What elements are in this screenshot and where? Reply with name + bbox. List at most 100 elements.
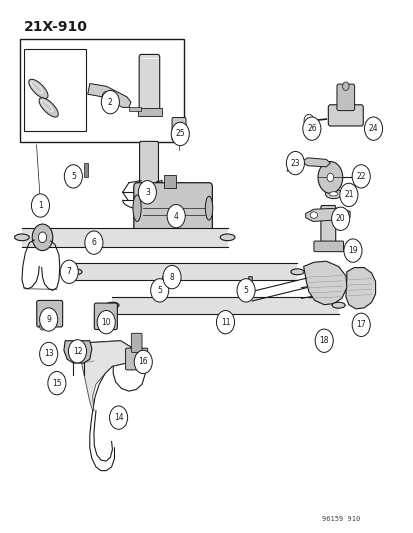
Polygon shape xyxy=(301,158,330,167)
Ellipse shape xyxy=(29,79,48,99)
Circle shape xyxy=(102,312,109,320)
Bar xyxy=(161,276,166,292)
Polygon shape xyxy=(64,341,92,363)
Text: 8: 8 xyxy=(169,272,174,281)
Circle shape xyxy=(102,92,110,102)
Text: 24: 24 xyxy=(368,124,377,133)
Circle shape xyxy=(342,82,348,91)
Text: 96159 910: 96159 910 xyxy=(321,516,360,522)
Text: 9: 9 xyxy=(46,315,51,324)
Polygon shape xyxy=(305,208,349,221)
Circle shape xyxy=(343,239,361,262)
Text: 5: 5 xyxy=(71,172,76,181)
Circle shape xyxy=(314,329,332,352)
Text: 14: 14 xyxy=(114,413,123,422)
Circle shape xyxy=(64,165,82,188)
Circle shape xyxy=(317,161,342,193)
Circle shape xyxy=(303,114,313,127)
Text: 12: 12 xyxy=(73,347,82,356)
FancyBboxPatch shape xyxy=(131,333,142,352)
Text: 5: 5 xyxy=(157,286,162,295)
FancyBboxPatch shape xyxy=(313,241,343,252)
Ellipse shape xyxy=(69,269,82,275)
Ellipse shape xyxy=(14,234,29,241)
Circle shape xyxy=(32,224,53,251)
Bar xyxy=(83,163,88,177)
Text: 23: 23 xyxy=(290,159,299,167)
FancyBboxPatch shape xyxy=(320,206,335,247)
Text: 20: 20 xyxy=(335,214,344,223)
Ellipse shape xyxy=(106,302,119,308)
Circle shape xyxy=(46,310,53,318)
Ellipse shape xyxy=(336,212,344,218)
Circle shape xyxy=(38,232,47,243)
FancyBboxPatch shape xyxy=(328,105,362,126)
Circle shape xyxy=(326,173,333,182)
Text: 3: 3 xyxy=(145,188,150,197)
Circle shape xyxy=(237,279,254,302)
Circle shape xyxy=(302,117,320,140)
Circle shape xyxy=(109,406,127,429)
FancyBboxPatch shape xyxy=(94,303,117,329)
Circle shape xyxy=(351,165,369,188)
Circle shape xyxy=(134,350,152,374)
Circle shape xyxy=(363,117,382,140)
Circle shape xyxy=(45,357,51,365)
Ellipse shape xyxy=(39,98,58,117)
Text: 5: 5 xyxy=(243,286,248,295)
Circle shape xyxy=(339,183,357,207)
Ellipse shape xyxy=(205,196,212,220)
Text: 2: 2 xyxy=(108,98,112,107)
Circle shape xyxy=(286,151,304,175)
Polygon shape xyxy=(345,268,375,309)
Polygon shape xyxy=(52,375,60,386)
Circle shape xyxy=(101,91,119,114)
Polygon shape xyxy=(112,297,338,314)
Text: 15: 15 xyxy=(52,378,62,387)
Ellipse shape xyxy=(220,234,235,241)
Polygon shape xyxy=(75,263,297,280)
Circle shape xyxy=(167,205,185,228)
FancyBboxPatch shape xyxy=(172,117,185,141)
Circle shape xyxy=(171,122,189,146)
Text: 17: 17 xyxy=(356,320,365,329)
Bar xyxy=(20,38,184,142)
Polygon shape xyxy=(43,345,52,359)
Bar xyxy=(24,49,85,131)
Polygon shape xyxy=(88,84,131,108)
Text: 16: 16 xyxy=(138,358,148,367)
Circle shape xyxy=(351,313,369,336)
Text: 26: 26 xyxy=(306,124,316,133)
Circle shape xyxy=(40,342,57,366)
Polygon shape xyxy=(22,228,227,247)
Text: 19: 19 xyxy=(347,246,357,255)
Text: 21: 21 xyxy=(343,190,353,199)
Circle shape xyxy=(40,322,45,330)
Ellipse shape xyxy=(133,195,141,221)
Ellipse shape xyxy=(329,192,337,196)
Text: 1: 1 xyxy=(38,201,43,210)
Circle shape xyxy=(150,279,169,302)
Text: 11: 11 xyxy=(220,318,230,327)
Circle shape xyxy=(163,265,180,289)
FancyBboxPatch shape xyxy=(336,84,354,111)
Text: 7: 7 xyxy=(66,268,71,276)
Text: 4: 4 xyxy=(173,212,178,221)
Bar xyxy=(247,276,252,292)
FancyBboxPatch shape xyxy=(133,183,212,233)
Ellipse shape xyxy=(325,189,341,199)
Circle shape xyxy=(109,98,115,105)
Circle shape xyxy=(40,308,57,331)
Text: 25: 25 xyxy=(175,130,185,139)
Circle shape xyxy=(138,181,156,204)
Polygon shape xyxy=(303,261,346,305)
Ellipse shape xyxy=(309,212,317,218)
Circle shape xyxy=(216,311,234,334)
Circle shape xyxy=(68,340,86,363)
Circle shape xyxy=(331,207,349,230)
Text: 13: 13 xyxy=(44,350,53,359)
FancyBboxPatch shape xyxy=(37,301,62,327)
Bar xyxy=(138,109,161,116)
Ellipse shape xyxy=(331,302,344,308)
Ellipse shape xyxy=(290,269,303,275)
